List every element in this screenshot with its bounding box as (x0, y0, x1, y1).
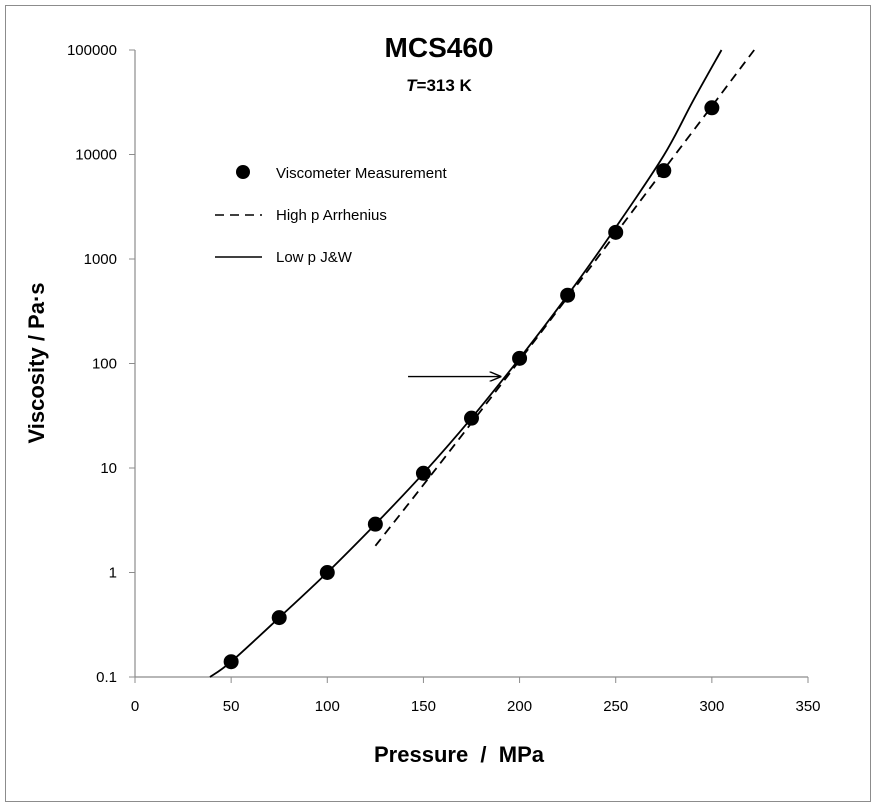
y-tick-label: 1 (109, 565, 117, 582)
chart-title: MCS460 (385, 32, 494, 63)
legend-marker-viscometer (236, 165, 250, 179)
data-point-viscometer-measurement (367, 516, 383, 532)
series-lines (209, 49, 755, 678)
x-tick-label: 0 (131, 698, 139, 715)
data-point-viscometer-measurement (271, 610, 287, 626)
y-tick-label: 1000 (84, 251, 117, 268)
axes (134, 50, 808, 678)
data-point-viscometer-measurement (608, 224, 624, 240)
data-point-viscometer-measurement (415, 465, 431, 481)
chart-frame (5, 5, 871, 802)
y-tick-label: 0.1 (96, 669, 117, 686)
y-tick-label: 100000 (67, 42, 117, 59)
series-points (223, 100, 720, 670)
x-tick-label: 200 (507, 698, 532, 715)
legend-label-viscometer: Viscometer Measurement (276, 165, 447, 182)
series-line-low-p-j-w (209, 49, 723, 678)
legend-label-high-p-arrhenius: High p Arrhenius (276, 207, 387, 224)
x-tick-label: 250 (603, 698, 628, 715)
subtitle-value: =313 K (417, 76, 473, 95)
y-tick-label: 100 (92, 356, 117, 373)
x-tick-label: 350 (795, 698, 820, 715)
x-tick-label: 50 (223, 698, 240, 715)
y-tick-label: 10000 (75, 147, 117, 164)
data-point-viscometer-measurement (560, 287, 576, 303)
x-axis-label: Pressure / MPa (374, 742, 545, 767)
chart-subtitle: T=313 K (406, 76, 472, 95)
x-tick-label: 150 (411, 698, 436, 715)
x-tick-label: 300 (699, 698, 724, 715)
legend-label-low-p-jw: Low p J&W (276, 249, 353, 266)
series-line-high-p-arrhenius (374, 49, 755, 547)
data-point-viscometer-measurement (223, 654, 239, 670)
subtitle-variable: T (406, 76, 418, 95)
legend: Viscometer Measurement High p Arrhenius … (215, 165, 447, 266)
data-point-viscometer-measurement (319, 565, 335, 580)
y-axis-label: Viscosity / Pa·s (24, 282, 49, 443)
x-tick-label: 100 (315, 698, 340, 715)
data-point-viscometer-measurement (704, 100, 720, 116)
y-ticks: 0.1 1 10 100 1000 10000 100000 (67, 42, 135, 686)
data-point-viscometer-measurement (656, 163, 672, 179)
x-ticks: 0 50 100 150 200 250 300 350 (131, 677, 821, 715)
data-point-viscometer-measurement (512, 350, 528, 366)
y-tick-label: 10 (100, 460, 117, 477)
data-point-viscometer-measurement (464, 410, 479, 426)
